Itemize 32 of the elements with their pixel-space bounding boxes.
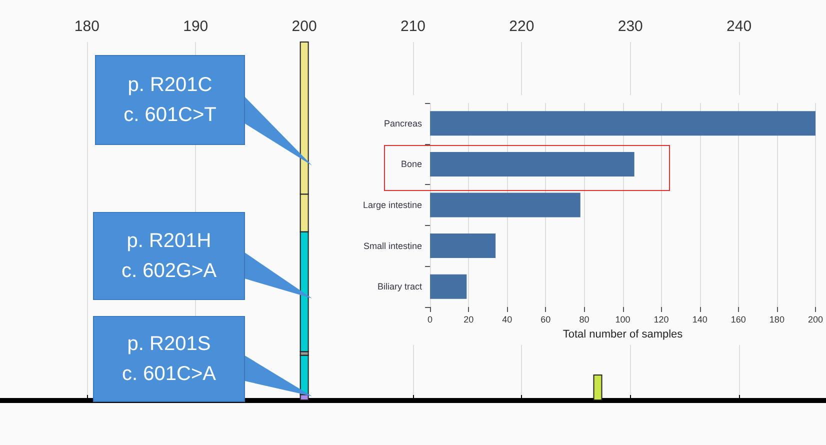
x-tick-label: 200 [292,18,317,35]
x-tick-label: 40 [502,314,512,324]
x-tick-label: 180 [74,18,100,35]
annotation: p. R201S c. 601C>A [93,316,245,402]
x-tick-label: 80 [579,314,590,324]
x-tick-label: 20 [464,314,474,324]
x-tick-label: 210 [400,18,426,35]
bar [430,274,467,299]
y-tick-label: Pancreas [384,118,423,128]
x-tick-label: 140 [692,314,708,324]
y-tick-label: Bone [401,159,422,170]
x-axis-title: Total number of samples [562,328,684,340]
x-tick-label: 240 [726,18,752,35]
x-tick-label: 180 [769,314,784,324]
x-tick-label: 190 [183,18,208,35]
annotation: p. R201C c. 601C>T [95,55,245,145]
x-tick-label: 0 [428,314,433,324]
x-tick-label: 160 [730,314,746,324]
annotation: p. R201H c. 602G>A [93,212,245,300]
y-tick-label: Small intestine [364,240,422,251]
bar [430,192,580,218]
x-tick-label: 100 [615,314,630,324]
y-tick-label: Biliary tract [378,282,423,292]
x-tick-label: 60 [540,314,551,324]
bar [430,152,634,176]
bar [430,111,816,136]
x-tick-label: 200 [808,314,824,324]
bar [430,234,496,258]
x-tick-label: 220 [509,18,534,35]
x-tick-label: 120 [654,314,669,324]
y-tick-label: Large intestine [362,200,422,210]
x-tick-label: 230 [618,18,643,35]
